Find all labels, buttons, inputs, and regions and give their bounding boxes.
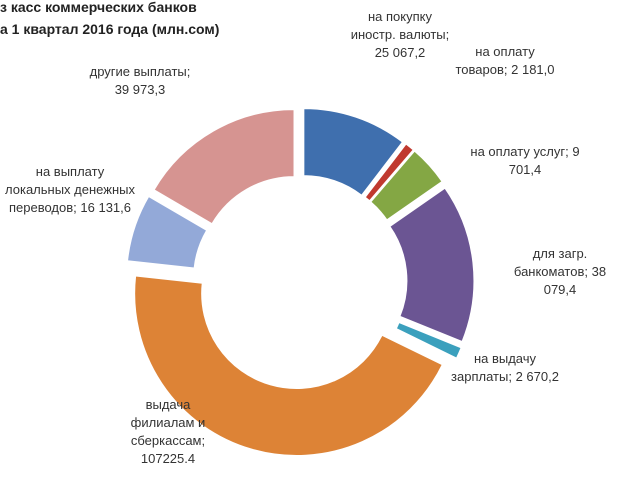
value-label: 25 067,2: [374, 45, 426, 60]
value-label: 38 079,4: [543, 264, 607, 297]
data-label: на покупку иностр. валюты; 25 067,2: [350, 8, 450, 62]
label-separator: ;: [565, 144, 573, 159]
donut-slice: [134, 275, 443, 457]
donut-slice: [303, 108, 404, 196]
label-separator: ;: [445, 27, 450, 42]
label-separator: ;: [508, 369, 516, 384]
value-label: 2 181,0: [511, 62, 555, 77]
category-label: выдача филиалам и сберкассам: [130, 397, 206, 448]
value-label: 16 131,6: [80, 200, 131, 215]
category-label: на выдачу зарплаты: [451, 351, 537, 384]
value-label: 107225.4: [140, 451, 196, 466]
label-separator: ;: [503, 62, 512, 77]
category-label: на оплату товаров: [455, 44, 535, 77]
category-label: на выплату локальных денежных переводов: [5, 164, 135, 215]
category-label: на оплату услуг: [470, 144, 566, 159]
donut-slice: [127, 195, 208, 269]
data-label: другие выплаты; 39 973,3: [85, 63, 195, 99]
category-label: другие выплаты: [89, 64, 187, 79]
title-line: з касс коммерческих банков: [0, 0, 197, 15]
label-separator: ;: [73, 200, 81, 215]
value-label: 9 701,4: [508, 144, 580, 177]
value-label: 39 973,3: [114, 82, 166, 97]
data-label: на оплату товаров; 2 181,0: [450, 43, 560, 79]
data-label: на выдачу зарплаты; 2 670,2: [450, 350, 560, 386]
donut-slice: [395, 321, 462, 359]
donut-slice: [389, 187, 475, 343]
chart-title: з касс коммерческих банков а 1 квартал 2…: [0, 0, 219, 40]
donut-slice: [364, 143, 414, 202]
donut-slice: [153, 109, 295, 225]
data-label: для загр. банкоматов; 38 079,4: [505, 245, 615, 299]
category-label: для загр. банкоматов: [513, 246, 588, 279]
data-label: выдача филиалам и сберкассам; 107225.4: [121, 396, 216, 468]
donut-slice: [370, 150, 443, 221]
data-label: на оплату услуг; 9 701,4: [470, 143, 580, 179]
title-line: а 1 квартал 2016 года (млн.сом): [0, 21, 220, 37]
category-label: на покупку иностр. валюты: [350, 9, 446, 42]
label-separator: ;: [201, 433, 206, 448]
label-separator: ;: [584, 264, 592, 279]
label-separator: ;: [186, 64, 191, 79]
value-label: 2 670,2: [515, 369, 559, 384]
data-label: на выплату локальных денежных переводов;…: [5, 163, 135, 217]
